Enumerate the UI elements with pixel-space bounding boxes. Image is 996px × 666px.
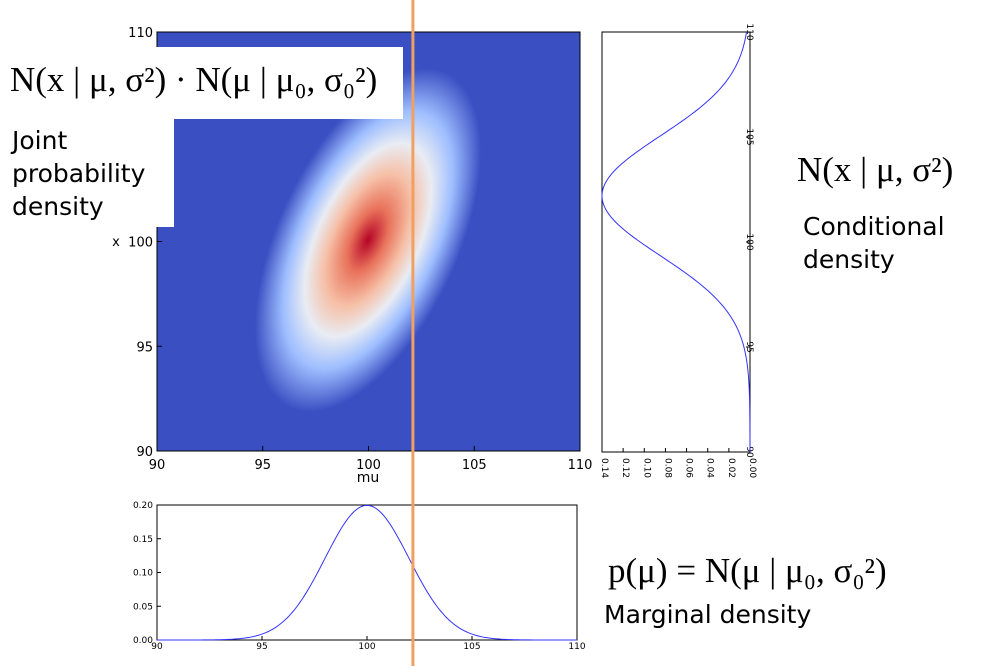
- cond-dtick-label: 0.06: [684, 458, 694, 478]
- joint-caption-box: [0, 119, 174, 227]
- cond-xtick-label: 95: [744, 341, 754, 352]
- cond-xtick-label: 105: [744, 128, 754, 145]
- marg-ytick-label: 0.10: [133, 569, 153, 579]
- marg-xtick-label: 105: [463, 642, 480, 652]
- conditional-caption-line-1: Conditional: [803, 212, 945, 241]
- marginal-curve: [157, 504, 577, 641]
- joint-xtick-label: 100: [356, 458, 381, 473]
- joint-xtick-label: 110: [568, 458, 593, 473]
- cond-dtick-label: 0.04: [705, 458, 715, 478]
- joint-ytick-label: 110: [128, 26, 153, 41]
- marginal-formula: p(μ) = N(μ | μ₀, σ₀²): [608, 551, 887, 590]
- joint-annotation-box: [0, 47, 403, 119]
- marg-ytick-label: 0.15: [133, 535, 153, 545]
- marginal-density-chart: 90 95 100 105 110 0.00 0.05 0.10 0.15 0.20: [133, 501, 586, 652]
- joint-ylabel: x: [112, 235, 120, 250]
- conditional-frame: [601, 31, 751, 453]
- marg-xtick-label: 100: [358, 642, 375, 652]
- cond-dtick-label: 0.14: [599, 458, 609, 478]
- joint-ytick-label: 100: [128, 236, 153, 251]
- cond-xtick-label: 90: [744, 446, 754, 458]
- cond-dtick-label: 0.00: [747, 458, 757, 478]
- conditional-curve: [601, 31, 751, 452]
- joint-xtick-label: 105: [462, 458, 487, 473]
- conditional-caption: Conditional density: [803, 210, 945, 276]
- marginal-frame: [156, 504, 578, 641]
- marg-xtick-label: 110: [568, 642, 585, 652]
- cond-dtick-label: 0.12: [620, 458, 630, 478]
- joint-caption-line-1: Joint: [12, 126, 68, 155]
- conditional-formula: N(x | μ, σ²): [797, 150, 954, 189]
- cond-dtick-label: 0.08: [662, 458, 672, 478]
- marg-xtick-label: 90: [151, 642, 163, 652]
- joint-xtick-label: 90: [149, 458, 166, 473]
- cond-dtick-label: 0.10: [641, 458, 651, 478]
- cond-xtick-label: 100: [744, 233, 754, 250]
- joint-caption-line-2: probability: [12, 159, 146, 188]
- marg-ytick-label: 0.20: [133, 501, 153, 511]
- conditional-caption-line-2: density: [803, 245, 895, 274]
- cond-dtick-label: 0.02: [726, 458, 736, 478]
- joint-ytick-label: 90: [136, 445, 153, 460]
- joint-ytick-label: 95: [136, 340, 153, 355]
- joint-caption-line-3: density: [12, 192, 104, 221]
- cond-xtick-label: 110: [744, 23, 754, 40]
- joint-xlabel: mu: [357, 470, 380, 486]
- joint-density-blob: [255, 68, 481, 412]
- joint-caption: Joint probability density: [12, 124, 145, 223]
- joint-xtick-label: 95: [254, 458, 271, 473]
- marg-ytick-label: 0.05: [133, 602, 153, 612]
- marginal-caption: Marginal density: [604, 600, 812, 629]
- marg-ytick-label: 0.00: [133, 636, 153, 646]
- conditional-density-chart: 90 95 100 105 110 0.14 0.12 0.10 0.08 0.06 0.04 0.…: [599, 23, 757, 478]
- marg-xtick-label: 95: [256, 642, 267, 652]
- joint-formula: N(x | μ, σ²) · N(μ | μ₀, σ₀²): [10, 60, 378, 99]
